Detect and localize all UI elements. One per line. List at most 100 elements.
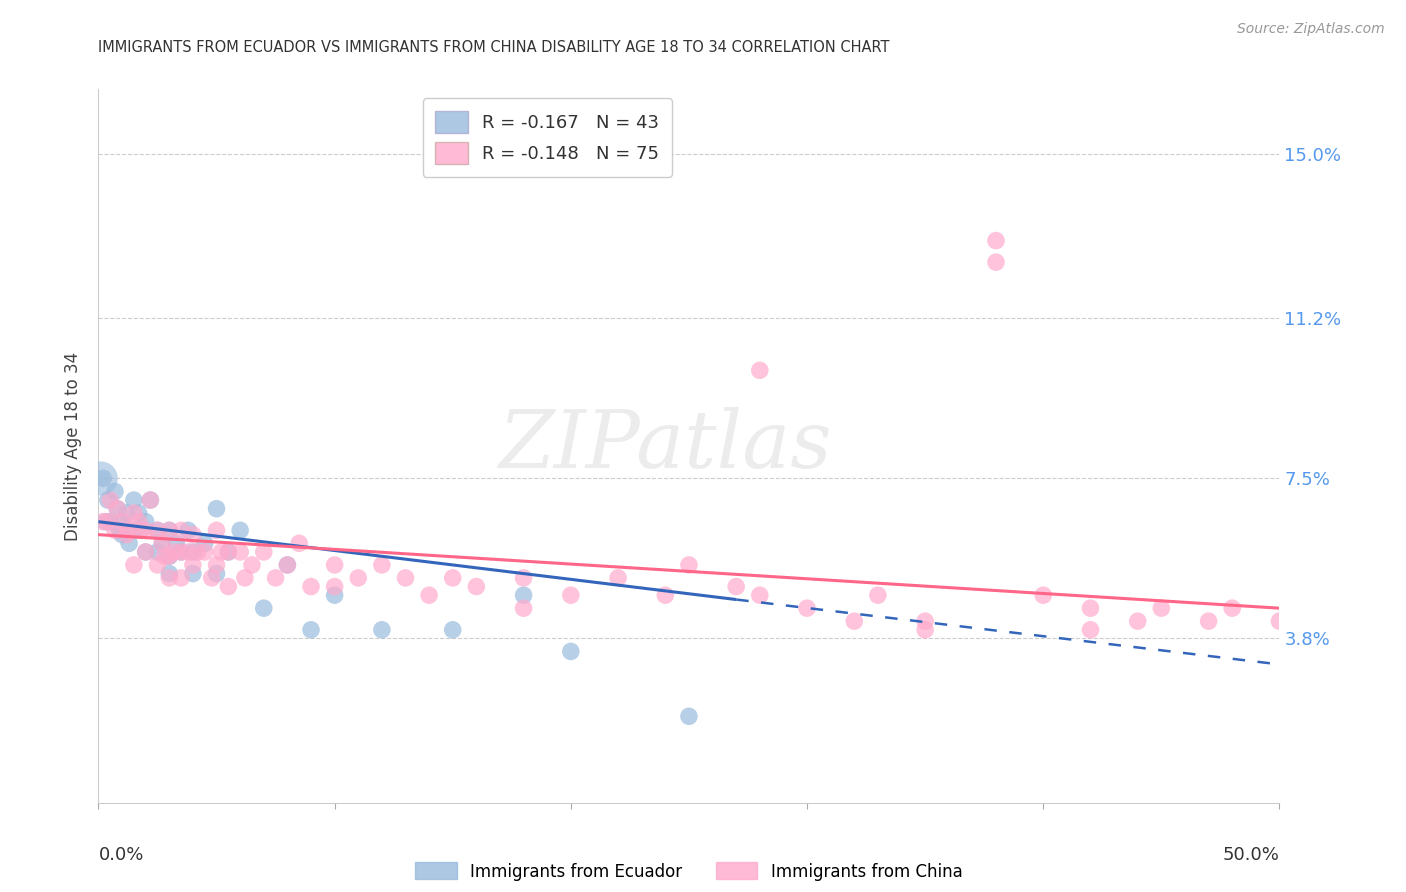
Point	[194, 545, 217, 559]
Point	[512, 588, 534, 602]
Point	[108, 524, 131, 538]
Point	[914, 614, 936, 628]
Point	[394, 571, 416, 585]
Point	[465, 580, 488, 594]
Point	[129, 524, 152, 538]
Point	[157, 549, 180, 564]
Point	[115, 527, 138, 541]
Point	[205, 501, 228, 516]
Point	[165, 536, 187, 550]
Point	[139, 493, 162, 508]
Point	[135, 524, 157, 538]
Point	[217, 545, 239, 559]
Point	[560, 644, 582, 658]
Point	[129, 524, 152, 538]
Point	[217, 580, 239, 594]
Point	[347, 571, 370, 585]
Point	[105, 501, 128, 516]
Point	[323, 588, 346, 602]
Point	[98, 515, 121, 529]
Point	[91, 515, 114, 529]
Point	[796, 601, 818, 615]
Point	[1126, 614, 1149, 628]
Point	[157, 524, 180, 538]
Point	[229, 545, 252, 559]
Point	[146, 545, 169, 559]
Point	[146, 524, 169, 538]
Point	[139, 493, 162, 508]
Point	[181, 545, 204, 559]
Point	[299, 580, 322, 594]
Point	[94, 515, 117, 529]
Point	[157, 566, 180, 581]
Point	[678, 558, 700, 572]
Point	[253, 601, 276, 615]
Point	[150, 536, 173, 550]
Point	[371, 623, 394, 637]
Point	[205, 566, 228, 581]
Point	[607, 571, 630, 585]
Point	[844, 614, 866, 628]
Point	[1220, 601, 1243, 615]
Point	[560, 588, 582, 602]
Point	[194, 536, 217, 550]
Point	[104, 484, 127, 499]
Text: ZIPatlas: ZIPatlas	[499, 408, 832, 484]
Point	[181, 558, 204, 572]
Point	[146, 524, 169, 538]
Point	[157, 524, 180, 538]
Point	[150, 536, 173, 550]
Point	[177, 524, 200, 538]
Point	[233, 571, 256, 585]
Y-axis label: Disability Age 18 to 34: Disability Age 18 to 34	[65, 351, 83, 541]
Point	[418, 588, 440, 602]
Point	[97, 515, 120, 529]
Point	[209, 545, 232, 559]
Point	[276, 558, 298, 572]
Point	[122, 493, 145, 508]
Point	[187, 545, 209, 559]
Point	[90, 471, 112, 485]
Point	[170, 545, 193, 559]
Point	[111, 527, 134, 541]
Point	[146, 558, 169, 572]
Point	[984, 255, 1007, 269]
Point	[111, 515, 134, 529]
Point	[153, 549, 176, 564]
Point	[748, 588, 770, 602]
Point	[253, 545, 276, 559]
Point	[1080, 623, 1102, 637]
Point	[299, 623, 322, 637]
Point	[157, 549, 180, 564]
Point	[97, 493, 120, 508]
Point	[1268, 614, 1291, 628]
Point	[135, 545, 157, 559]
Point	[229, 524, 252, 538]
Point	[748, 363, 770, 377]
Point	[205, 524, 228, 538]
Point	[181, 566, 204, 581]
Point	[91, 471, 114, 485]
Point	[984, 234, 1007, 248]
Point	[654, 588, 676, 602]
Point	[170, 524, 193, 538]
Text: 0.0%: 0.0%	[98, 846, 143, 863]
Point	[512, 601, 534, 615]
Point	[111, 515, 134, 529]
Point	[288, 536, 311, 550]
Point	[177, 545, 200, 559]
Point	[135, 545, 157, 559]
Point	[914, 623, 936, 637]
Point	[122, 524, 145, 538]
Text: Source: ZipAtlas.com: Source: ZipAtlas.com	[1237, 22, 1385, 37]
Point	[181, 527, 204, 541]
Point	[323, 580, 346, 594]
Point	[157, 571, 180, 585]
Point	[678, 709, 700, 723]
Point	[163, 545, 186, 559]
Point	[725, 580, 748, 594]
Point	[240, 558, 263, 572]
Point	[866, 588, 889, 602]
Point	[170, 545, 193, 559]
Point	[118, 536, 141, 550]
